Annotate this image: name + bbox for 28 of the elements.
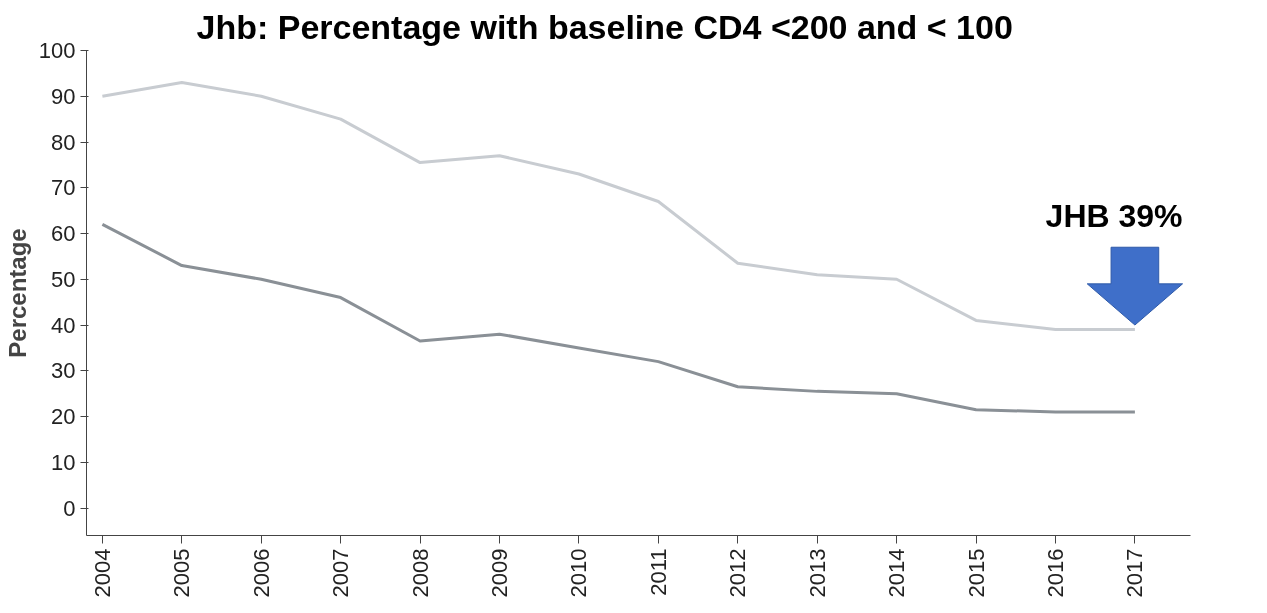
y-tick-label: 60	[51, 221, 76, 247]
x-tick-label: 2007	[328, 548, 354, 598]
x-tick-label: 2004	[89, 548, 115, 598]
x-tick-label: 2009	[487, 548, 513, 598]
x-tick-label: 2008	[407, 548, 433, 598]
x-tick-label: 2013	[804, 548, 830, 598]
y-tick-label: 0	[63, 495, 76, 521]
annotation: JHB 39%	[1045, 197, 1183, 234]
x-tick-label: 2016	[1042, 548, 1068, 598]
x-tick-label: 2011	[645, 548, 671, 596]
y-tick-label: 30	[51, 358, 76, 384]
y-tick-label: 40	[51, 312, 76, 338]
x-tick-label: 2014	[884, 548, 910, 598]
x-tick-label: 2006	[248, 548, 274, 598]
y-tick-label: 70	[51, 175, 76, 201]
chart-title: Jhb: Percentage with baseline CD4 <200 and < 100	[196, 7, 1013, 46]
x-tick-label: 2017	[1122, 548, 1148, 598]
y-tick-label: 90	[51, 83, 76, 109]
x-tick-label: 2010	[566, 548, 592, 598]
y-tick-label: 20	[51, 404, 76, 430]
y-tick-label: 10	[51, 449, 76, 475]
x-tick-label: 2015	[963, 548, 989, 598]
y-tick-label: 80	[51, 129, 76, 155]
y-tick-label: 50	[51, 266, 76, 292]
x-tick-label: 2012	[725, 548, 751, 598]
y-tick-label: 100	[38, 38, 76, 63]
x-tick-label: 2005	[169, 548, 195, 598]
y-axis-title: Percentage	[3, 228, 31, 358]
